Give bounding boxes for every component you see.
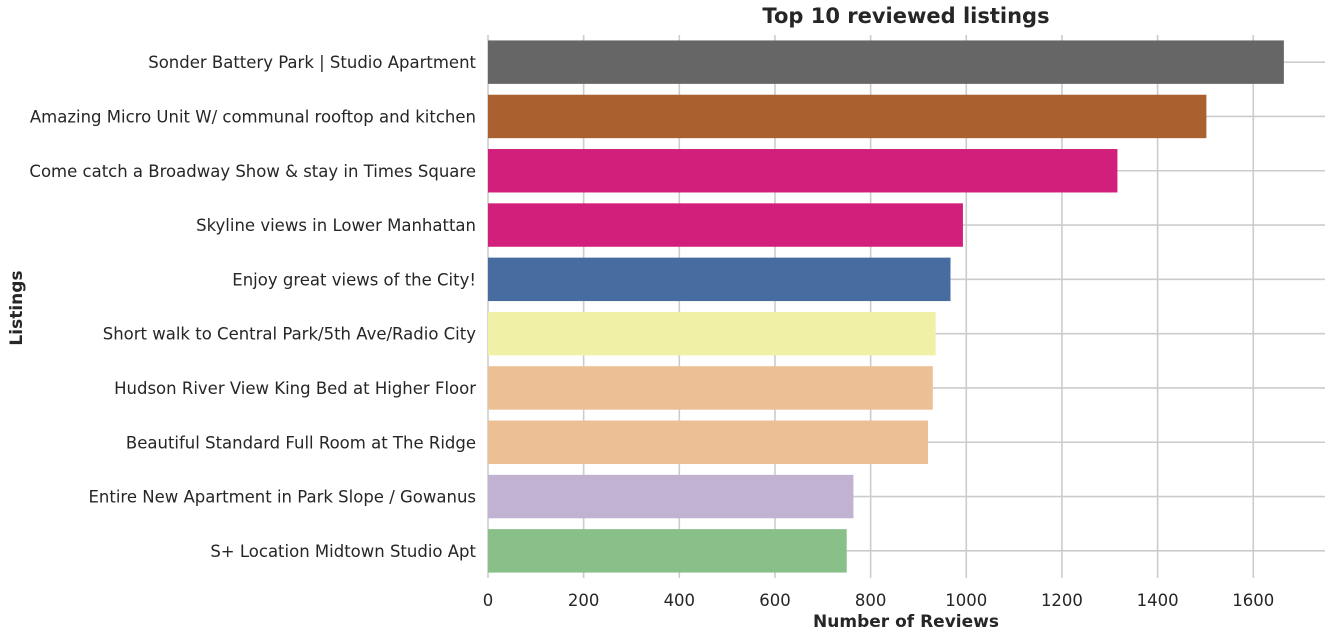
x-tick-label: 800 (855, 591, 887, 610)
x-tick-label: 1400 (1137, 591, 1179, 610)
x-tick-label: 400 (664, 591, 696, 610)
bar (488, 257, 951, 302)
bar (488, 474, 854, 519)
x-axis-label: Number of Reviews (813, 612, 999, 632)
y-tick-label: Short walk to Central Park/5th Ave/Radio… (103, 325, 477, 344)
bar (488, 529, 847, 573)
x-tick-label: 200 (568, 591, 600, 610)
y-axis-label: Listings (7, 270, 27, 345)
y-tick-label: Enjoy great views of the City! (232, 270, 476, 289)
y-tick-label: Come catch a Broadway Show & stay in Tim… (29, 162, 476, 181)
x-tick-label: 1000 (945, 591, 987, 610)
x-tick-label: 600 (759, 591, 791, 610)
y-tick-label: Skyline views in Lower Manhattan (196, 216, 476, 235)
bar (488, 94, 1207, 139)
bar (488, 366, 933, 410)
bar (488, 311, 936, 356)
bar (488, 203, 963, 247)
bars (488, 40, 1284, 573)
bar (488, 40, 1284, 84)
y-tick-label: Sonder Battery Park | Studio Apartment (148, 53, 476, 72)
x-tick-label: 0 (483, 591, 494, 610)
bar (488, 149, 1118, 193)
chart-title: Top 10 reviewed listings (762, 4, 1049, 28)
x-tick-label: 1200 (1041, 591, 1083, 610)
bar (488, 420, 929, 464)
y-tick-label: Beautiful Standard Full Room at The Ridg… (126, 433, 476, 452)
y-tick-labels: Sonder Battery Park | Studio Apartment Am… (29, 53, 476, 561)
y-tick-label: Hudson River View King Bed at Higher Flo… (114, 379, 476, 398)
y-tick-label: Entire New Apartment in Park Slope / Gow… (88, 488, 476, 507)
y-tick-label: S+ Location Midtown Studio Apt (210, 542, 476, 561)
x-tick-labels: 0 200 400 600 800 1000 1200 1400 1600 (483, 591, 1275, 610)
y-tick-label: Amazing Micro Unit W/ communal rooftop a… (30, 107, 476, 126)
x-tick-label: 1600 (1232, 591, 1274, 610)
